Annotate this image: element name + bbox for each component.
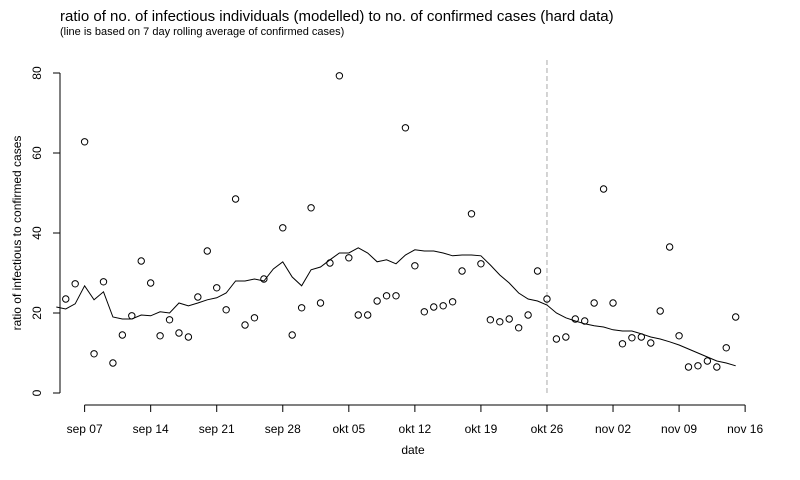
data-point — [288, 331, 296, 339]
data-point — [694, 362, 702, 370]
y-tick-label: 60 — [30, 146, 44, 160]
x-tick-label: nov 02 — [595, 422, 631, 436]
data-point — [477, 260, 485, 268]
data-point — [571, 315, 579, 323]
data-point — [99, 278, 108, 286]
data-point — [279, 224, 287, 232]
data-point — [335, 72, 344, 80]
data-point — [156, 332, 164, 340]
data-point — [486, 316, 495, 324]
data-point — [165, 316, 174, 324]
data-point — [118, 331, 127, 339]
data-point — [609, 299, 617, 307]
data-point — [543, 295, 551, 303]
y-tick-label: 20 — [30, 306, 44, 320]
data-point — [599, 185, 608, 193]
data-point — [392, 292, 400, 300]
data-point — [90, 350, 98, 358]
y-tick-label: 80 — [30, 66, 44, 80]
data-point — [382, 292, 391, 300]
data-point — [430, 303, 438, 311]
data-point — [467, 210, 476, 218]
x-axis-label: date — [401, 443, 425, 457]
data-point — [524, 311, 532, 319]
data-point — [448, 298, 457, 306]
data-point — [109, 359, 117, 367]
y-tick-label: 40 — [30, 226, 44, 240]
data-point — [420, 308, 429, 316]
data-point — [458, 267, 466, 275]
data-point — [326, 259, 334, 267]
data-point — [713, 363, 721, 371]
y-axis-label: ratio of infectious to confirmed cases — [10, 136, 24, 331]
data-point — [722, 344, 730, 352]
data-point — [175, 329, 183, 337]
data-point — [731, 313, 740, 321]
data-point — [354, 311, 362, 319]
data-line — [56, 247, 736, 367]
data-point — [703, 357, 712, 365]
data-point — [137, 257, 145, 265]
x-tick-label: okt 26 — [531, 422, 564, 436]
x-tick-label: okt 12 — [399, 422, 432, 436]
data-point — [231, 195, 240, 203]
data-point — [505, 315, 513, 323]
data-point — [250, 314, 259, 322]
data-point — [401, 124, 410, 132]
data-point — [146, 279, 155, 287]
data-point — [194, 293, 202, 301]
data-point — [80, 138, 89, 146]
data-point — [590, 299, 598, 307]
data-point — [628, 334, 636, 342]
chart-subtitle: (line is based on 7 day rolling average … — [60, 26, 344, 38]
data-point — [203, 247, 211, 255]
data-point — [675, 332, 683, 340]
x-tick-label: sep 14 — [133, 422, 169, 436]
data-point — [552, 335, 561, 343]
data-point — [618, 340, 627, 348]
data-point — [533, 267, 542, 275]
data-point — [411, 262, 419, 270]
data-point — [345, 254, 353, 262]
x-tick-label: okt 05 — [332, 422, 365, 436]
x-tick-label: nov 09 — [661, 422, 697, 436]
data-point — [316, 299, 325, 307]
data-point — [184, 333, 193, 341]
data-point — [514, 324, 523, 332]
data-point — [62, 295, 70, 303]
data-point — [496, 318, 504, 326]
data-point — [213, 284, 221, 292]
data-point — [373, 297, 381, 305]
data-point — [647, 339, 655, 347]
data-point — [71, 280, 79, 288]
data-point — [363, 311, 372, 319]
data-point — [307, 204, 315, 212]
data-point — [656, 307, 664, 315]
x-tick-label: sep 21 — [199, 422, 235, 436]
data-point — [439, 302, 447, 310]
y-tick-label: 0 — [30, 389, 44, 396]
data-point — [222, 306, 230, 314]
data-point — [297, 304, 306, 312]
x-tick-label: okt 19 — [465, 422, 498, 436]
x-tick-label: nov 16 — [727, 422, 763, 436]
data-point — [665, 243, 674, 251]
data-point — [684, 363, 693, 371]
chart-title: ratio of no. of infectious individuals (… — [60, 8, 614, 25]
x-tick-label: sep 28 — [265, 422, 301, 436]
x-tick-label: sep 07 — [67, 422, 103, 436]
data-point — [260, 275, 268, 283]
data-point — [241, 321, 249, 329]
data-point — [562, 333, 570, 341]
